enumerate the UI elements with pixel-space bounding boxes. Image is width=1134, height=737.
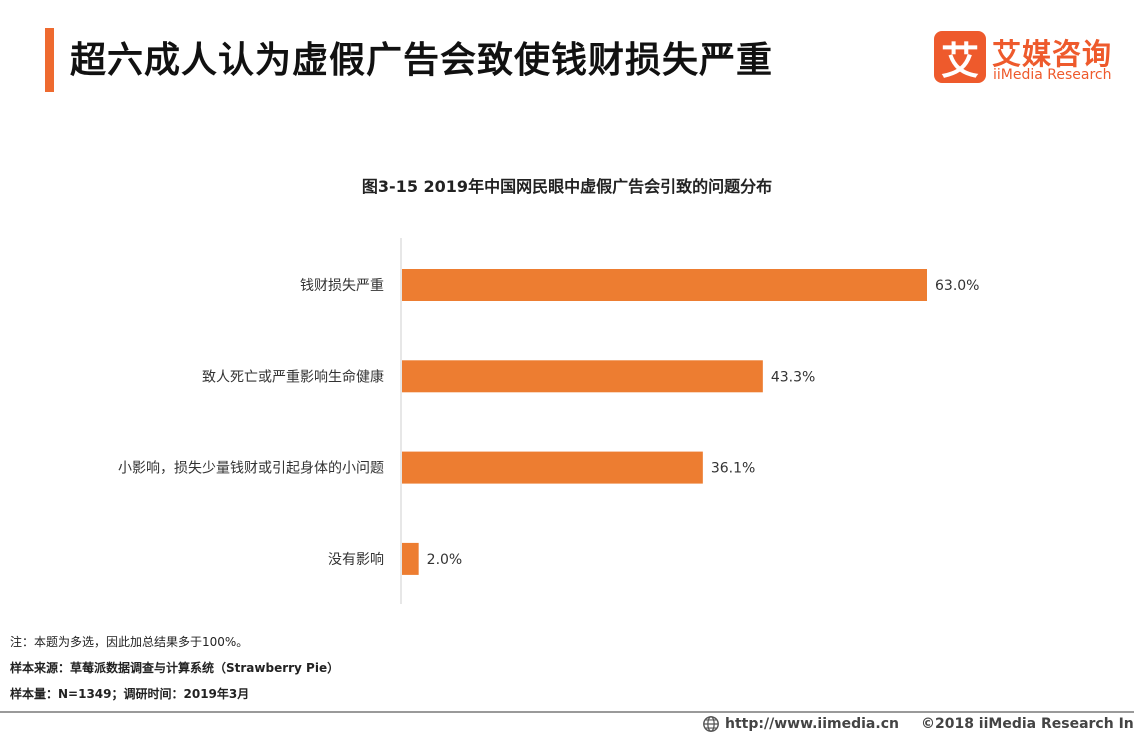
title-accent-bar bbox=[45, 28, 54, 92]
category-label: 没有影响 bbox=[328, 552, 384, 568]
category-label: 钱财损失严重 bbox=[300, 278, 384, 294]
logo-name-cn: 艾媒咨询 bbox=[992, 37, 1113, 71]
page-title: 超六成人认为虚假广告会致使钱财损失严重 bbox=[70, 40, 774, 81]
data-label: 2.0% bbox=[427, 552, 463, 568]
category-label: 致人死亡或严重影响生命健康 bbox=[202, 368, 384, 385]
category-label: 小影响，损失少量钱财或引起身体的小问题 bbox=[118, 461, 384, 477]
footer: http://www.iimedia.cn ©2018 iiMedia Rese… bbox=[702, 714, 1134, 734]
data-label: 36.1% bbox=[711, 461, 755, 477]
logo-name-en: iiMedia Research bbox=[993, 67, 1112, 83]
footer-url[interactable]: http://www.iimedia.cn bbox=[725, 716, 899, 732]
brand-logo: 艾 艾媒咨询 iiMedia Research bbox=[934, 31, 1114, 85]
data-label: 43.3% bbox=[771, 369, 815, 385]
bar bbox=[402, 542, 419, 575]
notes-block: 注：本题为多选，因此加总结果多于100%。 样本来源：草莓派数据调查与计算系统（… bbox=[10, 633, 339, 711]
sample-size-text: 样本量：N=1349；调研时间：2019年3月 bbox=[10, 687, 250, 701]
globe-icon bbox=[703, 716, 719, 732]
chart-title: 图3-15 2019年中国网民眼中虚假广告会引致的问题分布 bbox=[361, 177, 773, 196]
logo-mark: 艾 bbox=[934, 31, 986, 83]
bar bbox=[402, 451, 703, 484]
note-text: 注：本题为多选，因此加总结果多于100%。 bbox=[10, 635, 249, 649]
footer-copyright: ©2018 iiMedia Research Inc bbox=[920, 716, 1134, 732]
bar bbox=[402, 269, 927, 301]
data-label: 63.0% bbox=[935, 278, 979, 294]
bar bbox=[402, 360, 763, 393]
footer-divider bbox=[0, 711, 1134, 713]
sample-source-text: 样本来源：草莓派数据调查与计算系统（Strawberry Pie） bbox=[10, 661, 340, 675]
